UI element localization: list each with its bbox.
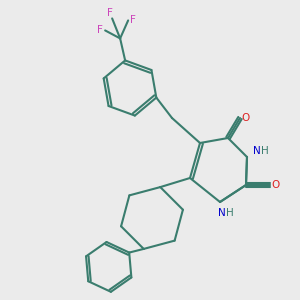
Text: F: F xyxy=(130,15,136,26)
Text: H: H xyxy=(261,146,269,156)
Text: O: O xyxy=(272,180,280,190)
Text: N: N xyxy=(253,146,261,156)
Text: F: F xyxy=(97,26,103,35)
Text: F: F xyxy=(107,8,113,18)
Text: O: O xyxy=(242,113,250,123)
Text: N: N xyxy=(218,208,226,218)
Text: H: H xyxy=(226,208,234,218)
